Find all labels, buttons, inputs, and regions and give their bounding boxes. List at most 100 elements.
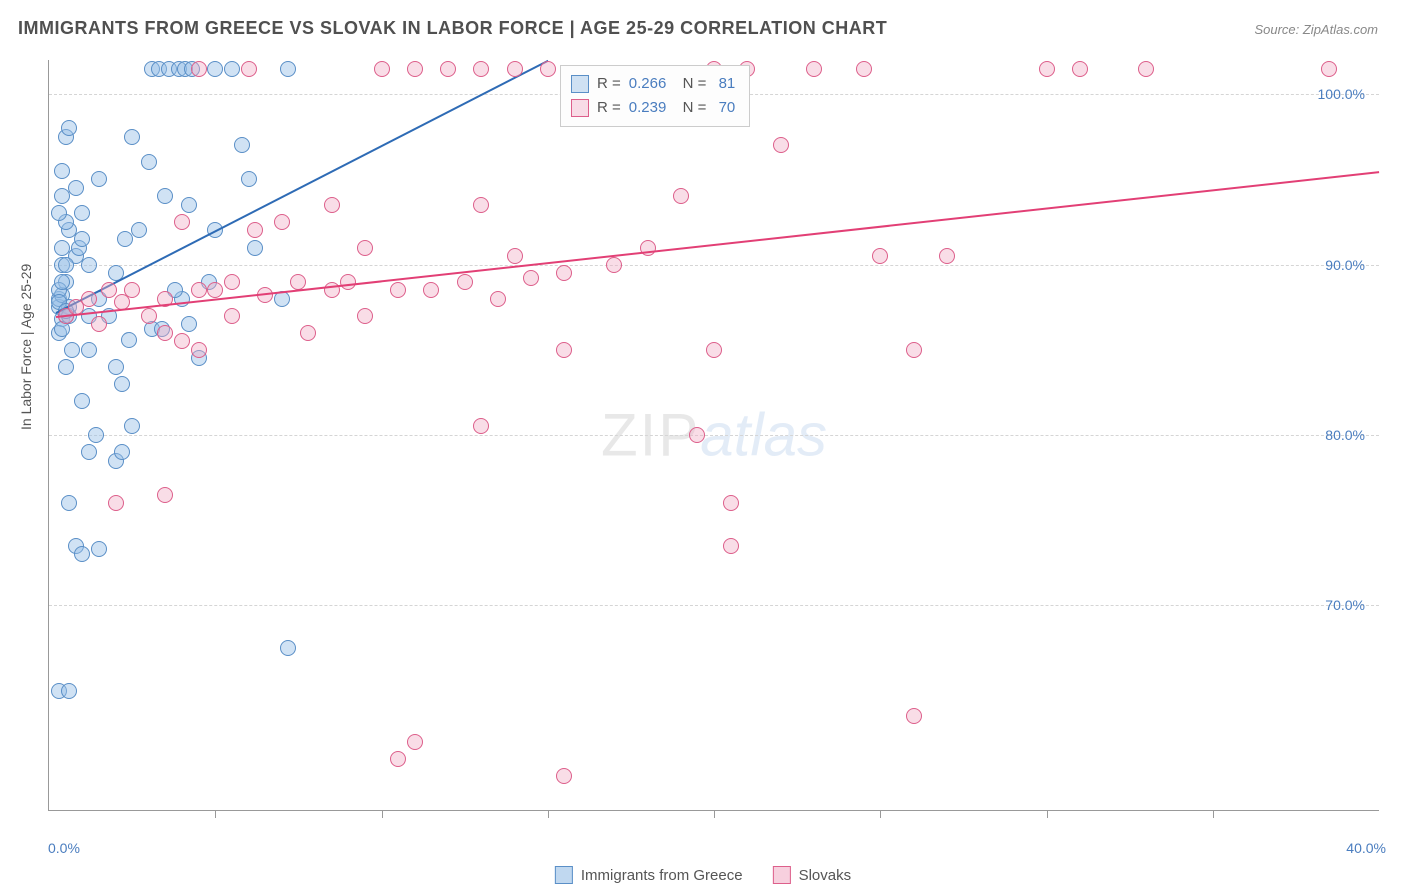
scatter-point-slovaks	[91, 316, 107, 332]
bottom-legend-item: Slovaks	[773, 866, 852, 884]
scatter-point-slovaks	[390, 751, 406, 767]
scatter-point-greece	[61, 683, 77, 699]
scatter-point-slovaks	[81, 291, 97, 307]
scatter-point-slovaks	[606, 257, 622, 273]
scatter-point-slovaks	[556, 342, 572, 358]
scatter-point-slovaks	[507, 61, 523, 77]
scatter-point-slovaks	[473, 197, 489, 213]
scatter-point-slovaks	[440, 61, 456, 77]
scatter-point-greece	[74, 546, 90, 562]
gridline-h	[49, 605, 1379, 606]
scatter-point-slovaks	[457, 274, 473, 290]
scatter-point-greece	[54, 163, 70, 179]
y-tick-label: 70.0%	[1325, 597, 1365, 613]
x-tick	[880, 810, 881, 818]
scatter-point-slovaks	[101, 282, 117, 298]
legend-n-value: 81	[714, 72, 735, 96]
scatter-point-greece	[280, 640, 296, 656]
scatter-point-slovaks	[174, 214, 190, 230]
scatter-point-slovaks	[906, 708, 922, 724]
scatter-point-slovaks	[407, 61, 423, 77]
scatter-point-slovaks	[1072, 61, 1088, 77]
gridline-h	[49, 265, 1379, 266]
legend-n-label: N =	[674, 72, 706, 96]
scatter-point-slovaks	[523, 270, 539, 286]
scatter-point-greece	[157, 188, 173, 204]
x-tick	[714, 810, 715, 818]
scatter-point-slovaks	[556, 768, 572, 784]
plot-area: ZIPatlas 70.0%80.0%90.0%100.0%	[48, 60, 1379, 811]
x-tick-label-max: 40.0%	[1346, 840, 1386, 856]
scatter-point-slovaks	[806, 61, 822, 77]
legend-swatch	[773, 866, 791, 884]
scatter-point-slovaks	[224, 274, 240, 290]
scatter-point-slovaks	[157, 487, 173, 503]
scatter-point-slovaks	[673, 188, 689, 204]
x-tick-label-min: 0.0%	[48, 840, 80, 856]
scatter-point-greece	[51, 205, 67, 221]
scatter-point-greece	[124, 418, 140, 434]
gridline-h	[49, 435, 1379, 436]
scatter-point-greece	[91, 541, 107, 557]
scatter-point-greece	[247, 240, 263, 256]
bottom-legend-label: Immigrants from Greece	[581, 867, 743, 884]
scatter-point-slovaks	[939, 248, 955, 264]
scatter-point-greece	[88, 427, 104, 443]
scatter-point-slovaks	[723, 495, 739, 511]
scatter-point-greece	[81, 444, 97, 460]
y-tick-label: 100.0%	[1318, 86, 1365, 102]
scatter-point-greece	[54, 321, 70, 337]
scatter-point-slovaks	[540, 61, 556, 77]
scatter-point-greece	[224, 61, 240, 77]
scatter-point-slovaks	[174, 333, 190, 349]
legend-r-label: R =	[597, 72, 621, 96]
legend-r-value: 0.239	[629, 96, 667, 120]
scatter-point-slovaks	[556, 265, 572, 281]
scatter-point-greece	[121, 332, 137, 348]
y-tick-label: 90.0%	[1325, 257, 1365, 273]
scatter-point-greece	[114, 444, 130, 460]
scatter-point-greece	[141, 154, 157, 170]
scatter-point-greece	[124, 129, 140, 145]
scatter-point-slovaks	[473, 61, 489, 77]
scatter-point-greece	[54, 240, 70, 256]
x-tick	[1213, 810, 1214, 818]
chart-title: IMMIGRANTS FROM GREECE VS SLOVAK IN LABO…	[18, 18, 887, 39]
scatter-point-slovaks	[374, 61, 390, 77]
scatter-point-slovaks	[906, 342, 922, 358]
scatter-point-slovaks	[357, 240, 373, 256]
scatter-point-slovaks	[706, 342, 722, 358]
legend-r-value: 0.266	[629, 72, 667, 96]
scatter-point-greece	[74, 393, 90, 409]
scatter-point-greece	[54, 274, 70, 290]
scatter-point-slovaks	[324, 197, 340, 213]
series-legend: Immigrants from Greece Slovaks	[555, 866, 851, 884]
x-tick	[548, 810, 549, 818]
legend-r-label: R =	[597, 96, 621, 120]
scatter-point-slovaks	[1039, 61, 1055, 77]
scatter-point-slovaks	[191, 342, 207, 358]
scatter-point-slovaks	[241, 61, 257, 77]
scatter-point-greece	[280, 61, 296, 77]
scatter-point-slovaks	[689, 427, 705, 443]
scatter-point-greece	[61, 120, 77, 136]
scatter-point-slovaks	[124, 282, 140, 298]
scatter-point-slovaks	[856, 61, 872, 77]
scatter-point-greece	[64, 342, 80, 358]
scatter-point-greece	[58, 257, 74, 273]
legend-swatch	[571, 75, 589, 93]
scatter-point-slovaks	[507, 248, 523, 264]
scatter-point-slovaks	[872, 248, 888, 264]
y-axis-label: In Labor Force | Age 25-29	[18, 264, 34, 430]
source-attribution: Source: ZipAtlas.com	[1254, 22, 1378, 37]
legend-n-label: N =	[674, 96, 706, 120]
scatter-point-greece	[58, 359, 74, 375]
scatter-point-greece	[91, 171, 107, 187]
bottom-legend-item: Immigrants from Greece	[555, 866, 743, 884]
scatter-point-slovaks	[224, 308, 240, 324]
x-tick	[382, 810, 383, 818]
scatter-point-slovaks	[490, 291, 506, 307]
scatter-point-greece	[207, 61, 223, 77]
correlation-legend: R = 0.266 N = 81R = 0.239 N = 70	[560, 65, 750, 127]
scatter-point-greece	[234, 137, 250, 153]
